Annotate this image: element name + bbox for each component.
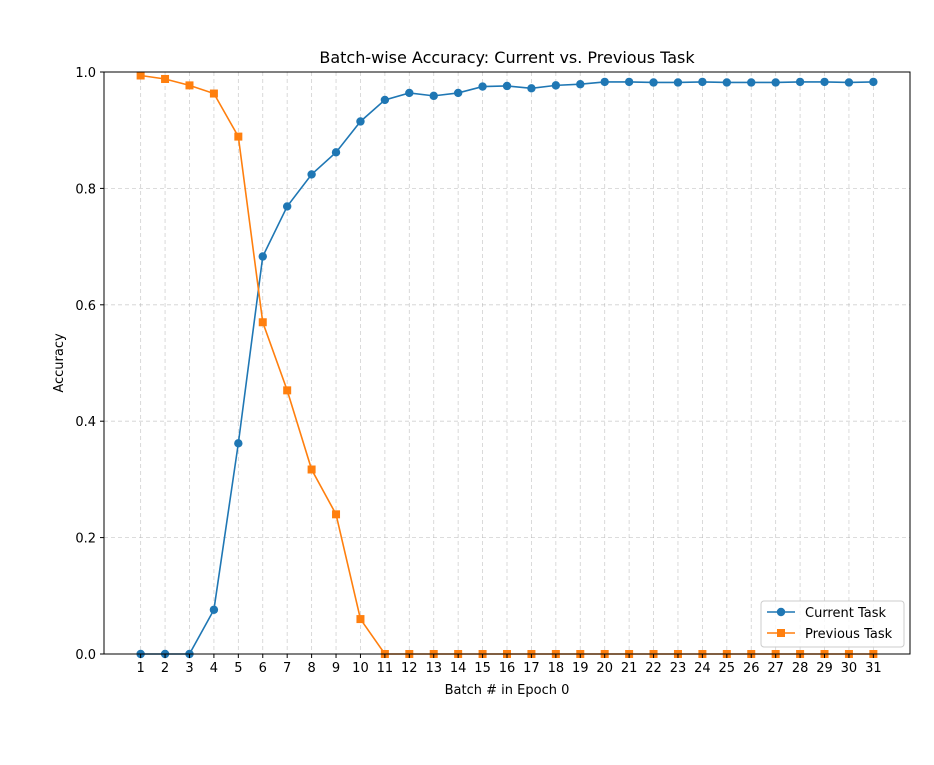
data-point-current-task (258, 252, 267, 261)
x-tick-label: 9 (332, 661, 340, 676)
x-axis-ticks: 1 2 3 4 5 6 7 8 9 10 11 12 13 14 15 16 17 18 19 20 21 22 23 24 2… (136, 654, 882, 676)
data-point-current-task (331, 148, 341, 157)
x-tick-label: 13 (425, 661, 442, 676)
data-point-current-task (576, 80, 585, 89)
data-point-current-task (600, 77, 609, 87)
x-tick-label: 29 (816, 661, 833, 676)
data-point-previous-task (234, 132, 243, 141)
data-point-previous-task (258, 318, 267, 327)
y-axis-ticks: 0.0 0.2 0.4 0.6 0.8 1.0 (75, 66, 104, 663)
x-tick-label: 28 (792, 661, 809, 676)
data-point-current-task (429, 91, 438, 101)
x-tick-label: 30 (841, 661, 858, 676)
data-point-current-task (234, 439, 243, 448)
x-axis-label: Batch # in Epoch 0 (445, 683, 570, 698)
data-point-previous-task (356, 615, 365, 624)
y-tick-label: 1.0 (75, 66, 96, 81)
x-tick-label: 6 (259, 661, 267, 676)
chart-title: Batch-wise Accuracy: Current vs. Previou… (319, 48, 695, 67)
y-tick-label: 0.6 (75, 299, 96, 314)
x-tick-label: 17 (523, 661, 540, 676)
data-point-previous-task (161, 74, 170, 83)
legend-marker-current-task (776, 607, 786, 617)
data-point-current-task (502, 81, 512, 91)
x-tick-label: 27 (767, 661, 784, 676)
x-tick-label: 3 (185, 661, 193, 676)
legend-label-current-task: Current Task (805, 606, 886, 621)
x-tick-label: 8 (307, 661, 315, 676)
data-point-current-task (673, 78, 683, 87)
y-axis-label: Accuracy (52, 333, 67, 393)
legend: Current Task Previous Task (760, 600, 905, 648)
y-tick-label: 0.2 (75, 532, 96, 547)
x-tick-label: 20 (596, 661, 613, 676)
x-tick-label: 5 (234, 661, 242, 676)
grid-lines (104, 71, 910, 655)
data-point-current-task (747, 78, 756, 87)
x-tick-label: 10 (352, 661, 369, 676)
x-tick-label: 16 (499, 661, 516, 676)
data-point-previous-task (136, 71, 145, 80)
data-point-current-task (453, 88, 463, 98)
data-point-current-task (722, 78, 732, 87)
data-point-current-task (282, 202, 292, 211)
x-tick-label: 2 (161, 661, 169, 676)
x-tick-label: 12 (401, 661, 418, 676)
x-tick-label: 24 (694, 661, 711, 676)
data-point-previous-task (332, 510, 341, 519)
x-tick-label: 26 (743, 661, 760, 676)
data-point-current-task (380, 95, 390, 105)
data-point-current-task (209, 605, 219, 614)
legend-label-previous-task: Previous Task (805, 627, 893, 642)
data-point-previous-task (209, 89, 218, 98)
x-tick-label: 21 (621, 661, 638, 676)
x-tick-label: 7 (283, 661, 291, 676)
legend-box (760, 600, 905, 648)
data-point-current-task (527, 84, 536, 93)
data-point-current-task (795, 77, 805, 87)
legend-marker-previous-task (777, 629, 785, 637)
x-tick-label: 25 (719, 661, 736, 676)
data-point-current-task (698, 77, 707, 87)
x-tick-label: 18 (548, 661, 565, 676)
data-point-current-task (649, 78, 658, 87)
data-point-current-task (356, 117, 365, 126)
data-point-current-task (551, 81, 561, 90)
data-point-previous-task (283, 386, 292, 395)
x-tick-label: 1 (136, 661, 144, 676)
y-tick-label: 0.4 (75, 415, 96, 430)
data-point-current-task (478, 82, 487, 91)
x-tick-label: 31 (865, 661, 882, 676)
x-tick-label: 11 (377, 661, 394, 676)
data-point-current-task (307, 170, 316, 179)
x-tick-label: 15 (474, 661, 491, 676)
y-tick-label: 0.0 (75, 648, 96, 663)
data-point-previous-task (307, 465, 316, 474)
x-tick-label: 4 (210, 661, 218, 676)
data-point-current-task (869, 77, 878, 87)
data-point-current-task (844, 78, 854, 87)
data-point-current-task (624, 77, 634, 87)
y-tick-label: 0.8 (75, 182, 96, 197)
data-point-current-task (820, 77, 829, 87)
data-point-current-task (405, 88, 414, 98)
data-point-current-task (771, 78, 780, 87)
data-point-previous-task (185, 81, 194, 90)
x-tick-label: 19 (572, 661, 589, 676)
x-tick-label: 23 (670, 661, 687, 676)
x-tick-label: 14 (450, 661, 467, 676)
x-tick-label: 22 (645, 661, 662, 676)
